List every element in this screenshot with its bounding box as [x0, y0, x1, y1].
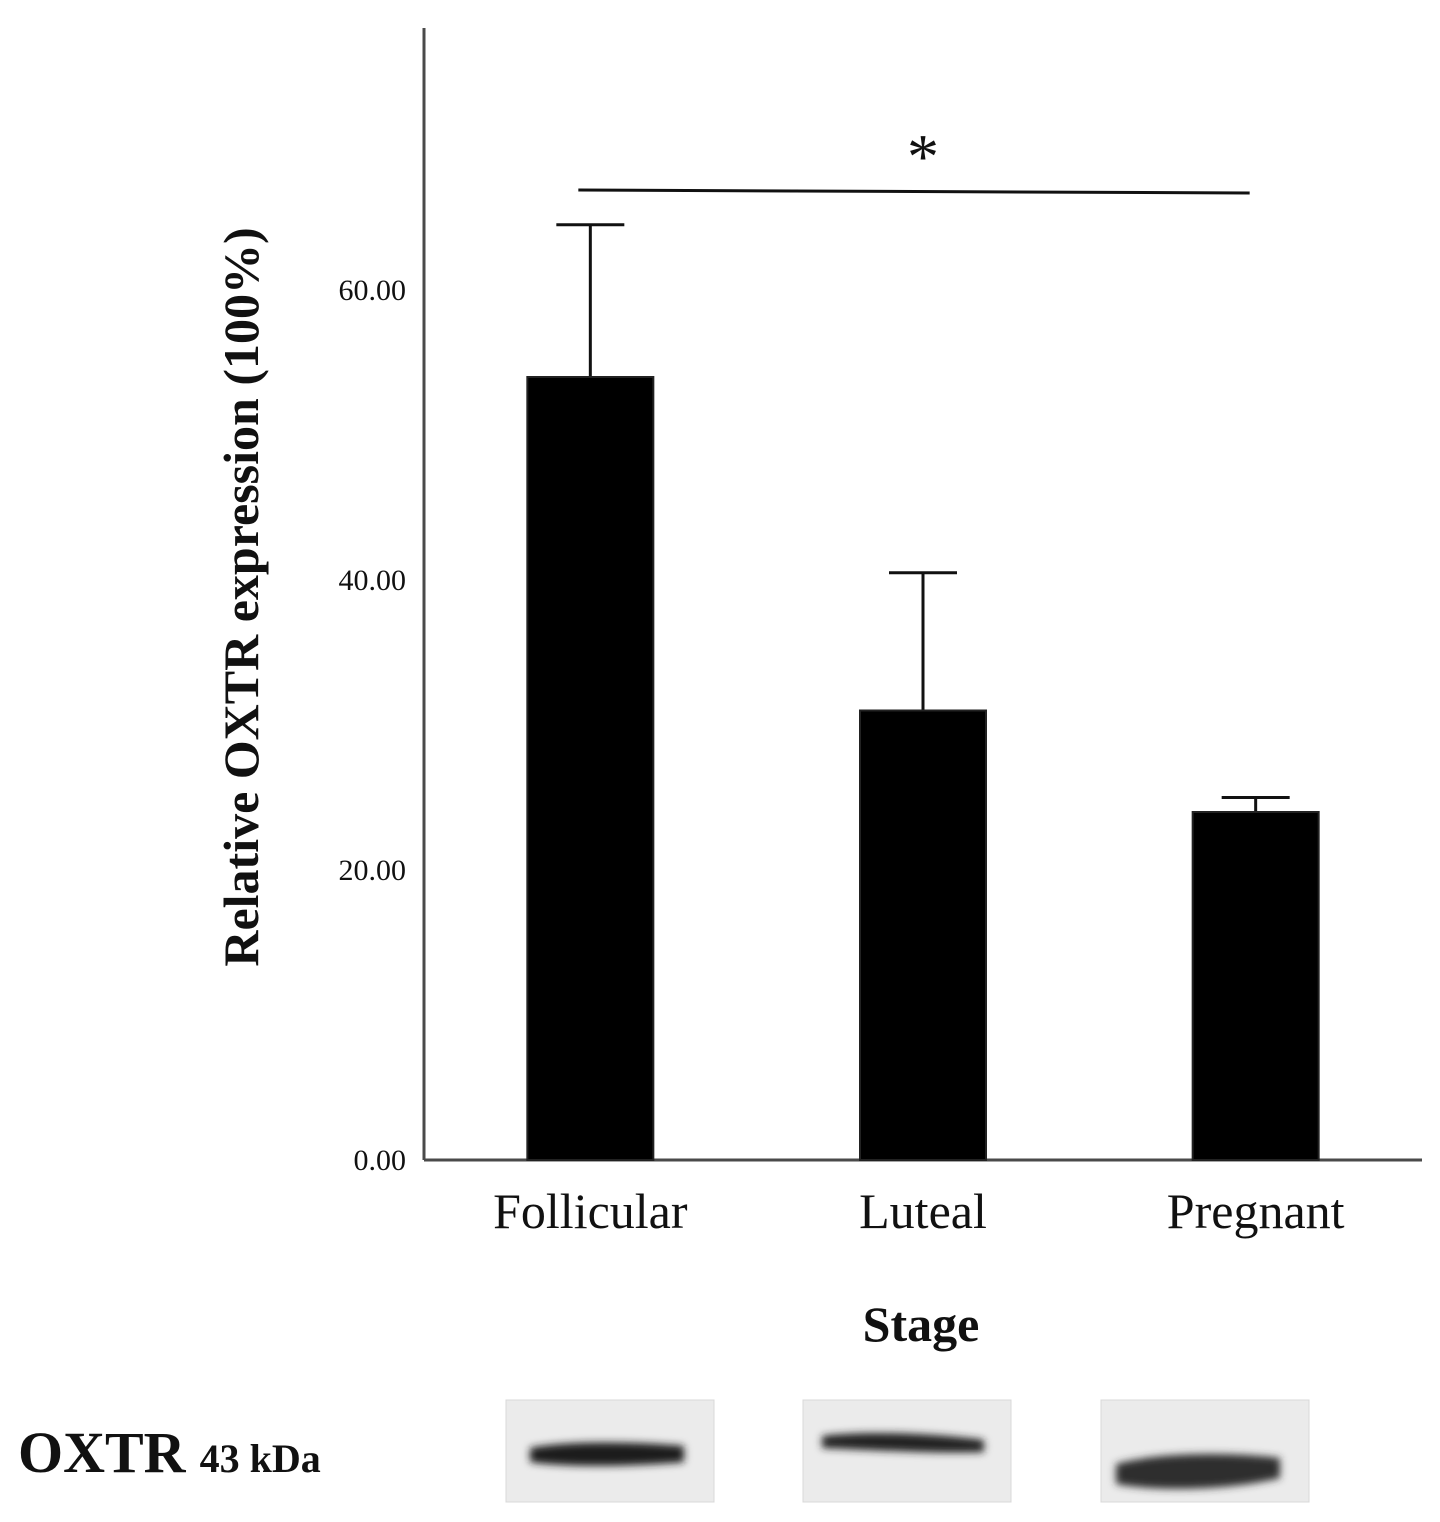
blot-lane-follicular [505, 1399, 715, 1503]
blot-protein-size: 43 kDa [200, 1436, 321, 1481]
x-tick-labels: Follicular Luteal Pregnant [493, 1183, 1345, 1239]
significance-bracket: * [578, 121, 1250, 195]
significance-line [578, 188, 1250, 195]
x-tick-label-luteal: Luteal [859, 1183, 987, 1239]
y-tick-labels: 0.00 20.00 40.00 60.00 [339, 274, 407, 1177]
error-bars [556, 223, 1290, 812]
x-tick-label-pregnant: Pregnant [1167, 1183, 1345, 1239]
blot-protein-name: OXTR [18, 1420, 187, 1485]
x-axis-title: Stage [863, 1296, 980, 1352]
y-tick-label: 0.00 [354, 1144, 407, 1177]
bar-follicular [526, 376, 655, 1161]
bar-pregnant [1191, 811, 1320, 1161]
y-tick-label: 40.00 [339, 564, 407, 597]
blot-label: OXTR 43 kDa [18, 1420, 321, 1485]
significance-asterisk: * [907, 121, 939, 192]
y-axis-title: Relative OXTR expression (100%) [213, 227, 269, 966]
y-tick-label: 20.00 [339, 854, 407, 887]
blot-lane-luteal [802, 1399, 1012, 1503]
x-tick-label-follicular: Follicular [493, 1183, 688, 1239]
bars [526, 376, 1320, 1161]
bar-chart: 0.00 20.00 40.00 60.00 Follicular Luteal Preg… [213, 28, 1422, 1352]
blot-lane-pregnant [1100, 1399, 1310, 1503]
y-tick-label: 60.00 [339, 274, 407, 307]
bar-luteal [859, 709, 987, 1161]
western-blot-panel: OXTR 43 kDa [18, 1399, 1310, 1503]
